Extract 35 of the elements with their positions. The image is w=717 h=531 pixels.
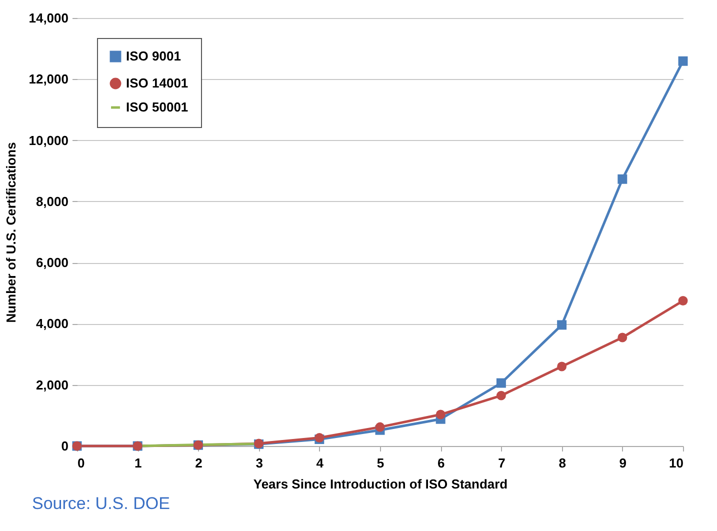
y-tick-label: 0 <box>61 438 68 454</box>
x-tick-label: 8 <box>558 456 566 470</box>
point <box>618 332 628 342</box>
point <box>557 362 567 372</box>
y-tick-label: 6,000 <box>36 255 68 270</box>
x-tick-label: 6 <box>437 456 445 470</box>
point <box>678 296 688 306</box>
point <box>375 422 385 432</box>
x-tick-label: 10 <box>669 456 684 470</box>
x-tick-label: 1 <box>134 456 142 470</box>
x-tick-label: 4 <box>316 456 324 470</box>
source-note: Source: U.S. DOE <box>32 494 170 513</box>
point <box>618 174 628 184</box>
y-tick-label: 8,000 <box>36 194 68 209</box>
x-tick-label: 2 <box>195 456 202 470</box>
y-tick-label: 14,000 <box>28 10 68 26</box>
y-tick-label: 12,000 <box>28 72 68 87</box>
x-tick-label: 7 <box>498 456 506 470</box>
x-axis-title: Years Since Introduction of ISO Standard <box>253 476 508 492</box>
y-tick-label: 2,000 <box>36 377 68 392</box>
x-tick-label: 3 <box>256 456 263 470</box>
legend-label: ISO 9001 <box>126 48 181 64</box>
x-tick-label: 5 <box>376 456 384 470</box>
point <box>436 410 446 420</box>
legend-label: ISO 50001 <box>126 100 188 114</box>
point <box>678 56 688 66</box>
point <box>496 390 506 400</box>
x-tick-label: 9 <box>619 456 627 470</box>
y-axis-title: Number of U.S. Certifications <box>4 142 19 323</box>
x-tick-label: 0 <box>78 456 85 470</box>
legend-label: ISO 14001 <box>126 76 188 90</box>
point <box>557 320 567 330</box>
y-tick-label: 10,000 <box>28 132 68 148</box>
point <box>496 378 506 388</box>
y-tick-label: 4,000 <box>36 316 68 332</box>
